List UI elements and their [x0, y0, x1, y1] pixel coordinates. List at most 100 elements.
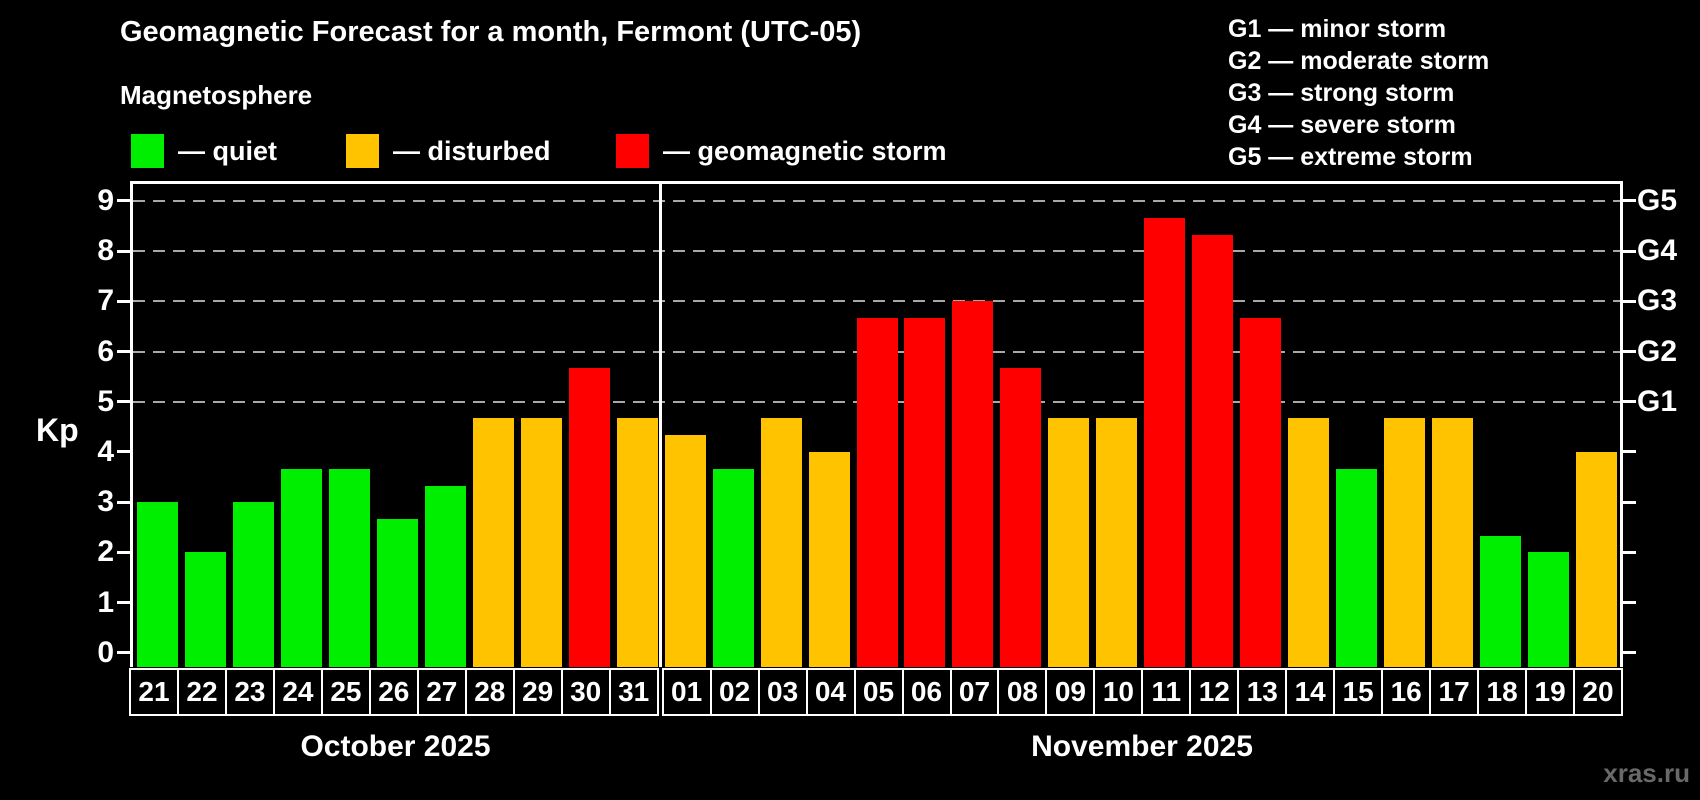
date-cell-nov-13: 13: [1237, 668, 1288, 716]
date-cell-nov-20: 20: [1573, 668, 1623, 716]
date-cell-nov-11: 11: [1141, 668, 1192, 716]
left-tick-kp1: [117, 601, 130, 604]
gridline-kp7: [133, 300, 1620, 303]
g4-legend-line: G4 — severe storm: [1228, 111, 1456, 139]
date-cell-nov-12: 12: [1189, 668, 1240, 716]
left-tick-kp2: [117, 550, 130, 554]
kp-bar-oct-21: [137, 502, 178, 667]
date-cell-oct-29: 29: [512, 668, 563, 716]
date-cell-oct-28: 28: [464, 668, 515, 716]
kp-bar-nov-15: [1336, 468, 1378, 667]
date-cell-nov-17: 17: [1429, 668, 1480, 716]
legend-item-quiet: — quiet: [131, 134, 277, 168]
date-cell-nov-19: 19: [1525, 668, 1576, 716]
kp-bar-nov-12: [1192, 234, 1234, 667]
kp-bar-nov-11: [1144, 217, 1186, 667]
left-tick-kp9: [117, 199, 130, 203]
g3-legend-line: G3 — strong storm: [1228, 79, 1455, 107]
kp-bar-nov-16: [1384, 418, 1426, 667]
right-tick-kp7: [1623, 299, 1636, 303]
ytick-label-0: 0: [97, 635, 114, 669]
kp-bar-oct-31: [616, 418, 658, 667]
date-cell-nov-01: 01: [661, 668, 712, 716]
kp-bar-oct-25: [328, 468, 370, 667]
kp-bar-nov-01: [664, 435, 706, 667]
date-cell-oct-23: 23: [224, 668, 275, 716]
date-cell-nov-06: 06: [901, 668, 952, 716]
right-axis-label-g4: G4: [1637, 234, 1678, 268]
kp-bar-nov-05: [856, 317, 898, 667]
legend-label-quiet: — quiet: [178, 135, 277, 166]
kp-bar-oct-27: [424, 485, 466, 667]
date-cell-oct-31: 31: [608, 668, 659, 716]
kp-bar-oct-23: [232, 502, 274, 667]
right-tick-kp4: [1623, 450, 1636, 454]
date-cell-oct-27: 27: [416, 668, 467, 716]
storm-color-swatch: [616, 134, 649, 168]
ytick-label-2: 2: [97, 535, 114, 569]
kp-bar-oct-29: [520, 418, 562, 667]
legend-label-disturbed: — disturbed: [393, 135, 551, 166]
kp-bar-nov-17: [1432, 418, 1474, 667]
kp-bar-oct-26: [376, 518, 418, 667]
ytick-label-8: 8: [97, 234, 114, 268]
watermark: xras.ru: [1603, 758, 1690, 788]
right-tick-kp8: [1623, 249, 1636, 253]
left-tick-kp3: [117, 500, 130, 504]
date-cell-oct-24: 24: [272, 668, 323, 716]
kp-bar-nov-09: [1048, 418, 1090, 667]
left-tick-kp6: [117, 350, 130, 353]
kp-bar-nov-07: [952, 301, 994, 667]
kp-bar-nov-14: [1288, 418, 1330, 667]
ytick-label-5: 5: [97, 384, 114, 418]
kp-axis-label: Kp: [36, 412, 79, 448]
date-cell-oct-30: 30: [560, 668, 611, 716]
right-tick-kp6: [1623, 350, 1636, 353]
date-cell-oct-21: 21: [129, 668, 179, 716]
right-tick-kp9: [1623, 199, 1636, 203]
month-label-november: November 2025: [1031, 730, 1253, 763]
date-cell-nov-09: 09: [1045, 668, 1096, 716]
ytick-label-1: 1: [97, 585, 114, 619]
right-axis-label-g5: G5: [1637, 183, 1678, 217]
gridline-kp8: [133, 250, 1620, 253]
kp-bar-nov-06: [904, 317, 946, 667]
kp-bar-nov-10: [1096, 418, 1138, 667]
kp-bar-oct-30: [568, 368, 610, 667]
date-cell-nov-10: 10: [1093, 668, 1144, 716]
g5-legend-line: G5 — extreme storm: [1228, 143, 1473, 171]
date-cell-oct-22: 22: [177, 668, 227, 716]
month-label-october: October 2025: [300, 730, 491, 763]
legend-label-storm: — geomagnetic storm: [663, 135, 947, 166]
kp-bar-nov-18: [1480, 535, 1522, 667]
kp-bar-nov-03: [760, 418, 802, 667]
right-axis-label-g3: G3: [1637, 284, 1678, 318]
g2-legend-line: G2 — moderate storm: [1228, 47, 1490, 75]
right-tick-kp1: [1623, 601, 1636, 604]
g1-legend-line: G1 — minor storm: [1228, 15, 1447, 43]
kp-bar-nov-20: [1576, 451, 1618, 667]
disturbed-color-swatch: [346, 134, 379, 168]
ytick-label-6: 6: [97, 334, 114, 368]
date-cell-nov-16: 16: [1381, 668, 1432, 716]
gridline-kp9: [133, 199, 1620, 202]
kp-bar-nov-13: [1240, 317, 1282, 667]
month-divider-line: [659, 184, 663, 667]
magnetosphere-label: Magnetosphere: [120, 80, 313, 110]
kp-bar-nov-19: [1528, 552, 1570, 667]
date-cell-nov-04: 04: [805, 668, 856, 716]
ytick-label-7: 7: [97, 284, 114, 318]
date-cell-nov-08: 08: [997, 668, 1048, 716]
ytick-label-3: 3: [97, 485, 114, 519]
quiet-color-swatch: [131, 134, 164, 168]
date-cell-oct-25: 25: [320, 668, 371, 716]
date-cell-oct-26: 26: [368, 668, 419, 716]
date-cell-nov-15: 15: [1333, 668, 1384, 716]
date-cell-nov-14: 14: [1285, 668, 1336, 716]
g-scale-legend: G1 — minor storm G2 — moderate storm G3 …: [1228, 13, 1489, 173]
kp-bar-nov-08: [1000, 368, 1042, 667]
date-cell-nov-02: 02: [709, 668, 760, 716]
left-tick-kp5: [117, 400, 130, 404]
legend-item-storm: — geomagnetic storm: [616, 134, 947, 168]
kp-bar-nov-02: [712, 468, 754, 667]
